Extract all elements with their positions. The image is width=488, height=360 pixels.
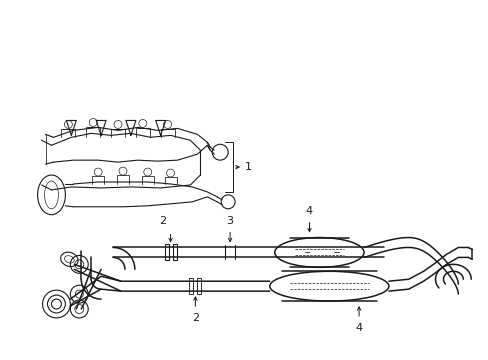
Text: 1: 1 bbox=[244, 162, 251, 172]
Bar bbox=[197, 278, 201, 294]
Text: 4: 4 bbox=[355, 323, 362, 333]
Text: 2: 2 bbox=[159, 216, 166, 226]
Bar bbox=[164, 244, 168, 260]
Bar bbox=[172, 244, 176, 260]
Text: 3: 3 bbox=[226, 216, 233, 226]
Bar bbox=[189, 278, 193, 294]
Text: 2: 2 bbox=[191, 313, 199, 323]
Text: 4: 4 bbox=[305, 206, 312, 216]
